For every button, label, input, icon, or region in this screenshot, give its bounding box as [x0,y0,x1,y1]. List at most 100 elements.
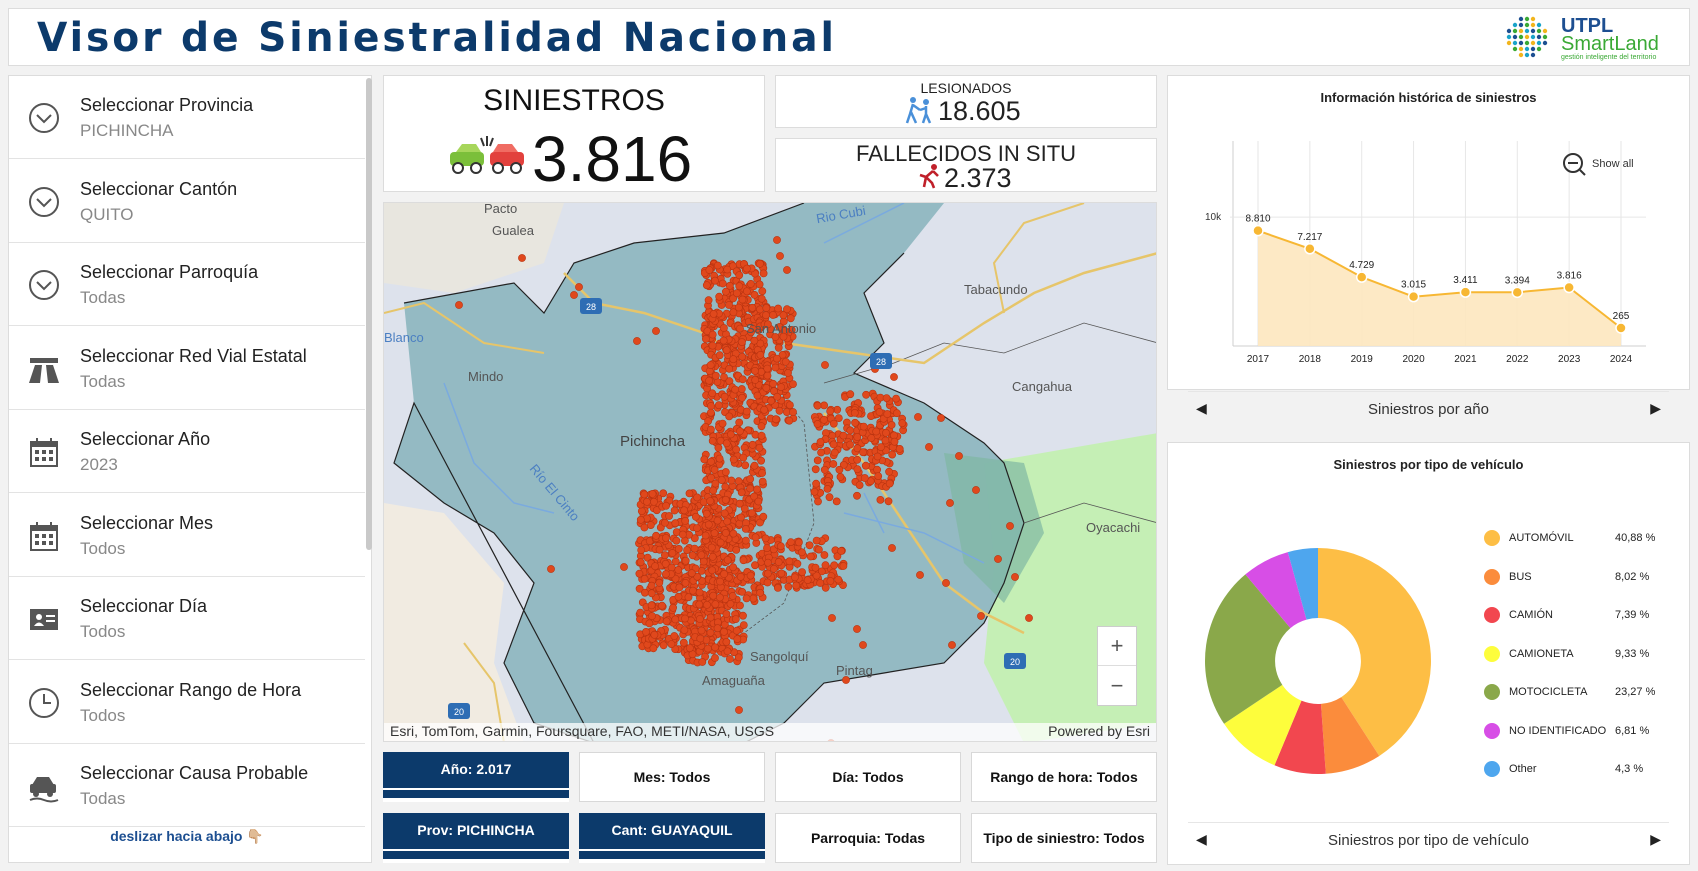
x-tick-2024: 2024 [1610,354,1633,365]
legend-percent: 8,02 % [1615,570,1650,583]
filter-causa-probable[interactable]: Seleccionar Causa Probable Todas [9,744,365,827]
legend-percent: 6,81 % [1615,724,1650,737]
data-label-2018: 7.217 [1297,232,1322,243]
slice-automóvil[interactable] [1318,548,1431,756]
slice-no-identificado[interactable] [1245,552,1307,629]
show-all-button[interactable]: Show all [1563,153,1634,176]
slice-motocicleta[interactable] [1205,574,1291,724]
data-point-2021[interactable] [1459,286,1472,298]
map-label-pintag: Pintag [836,663,873,678]
map-canvas[interactable]: 28 28 20 20 [384,203,1157,742]
chip-province: Prov: PICHINCHA [383,813,569,863]
data-point-2023[interactable] [1563,281,1575,294]
zoom-in-button[interactable]: + [1098,627,1136,666]
highway-icon [27,352,61,386]
legend-item-other[interactable]: Other 4,3 % [1484,759,1684,779]
filter-value: Todos [80,705,126,725]
vehicle-chart-card: Siniestros por tipo de vehículo AUTOMÓVI… [1167,442,1690,865]
filter-sidebar: Seleccionar Provincia PICHINCHA Selecciona… [8,75,372,863]
chip-hour-range: Rango de hora: Todos [971,752,1157,802]
sidebar-scrollbar[interactable] [366,78,372,550]
legend-name: Other [1509,763,1537,775]
data-point-2020[interactable] [1407,290,1420,303]
kpi-siniestros-value: 3.816 [532,123,693,195]
route-shield-20-east: 20 [1004,653,1026,669]
map-label-san-antonio: San Antonio [746,321,817,336]
svg-text:28: 28 [586,302,596,312]
kpi-fallecidos-value: 2.373 [944,163,1012,193]
x-tick-2023: 2023 [1558,354,1581,365]
legend-swatch [1484,530,1500,546]
slice-bus[interactable] [1320,697,1380,774]
history-prev-button[interactable]: ◀ [1196,400,1207,416]
utpl-smartland-logo: UTPL SmartLand gestión inteligente del t… [1499,13,1679,63]
chevron-circle-icon [27,185,61,219]
data-point-2022[interactable] [1511,286,1524,299]
filter-año[interactable]: Seleccionar Año 2023 [9,410,365,493]
filter-label: Seleccionar Año [80,429,211,449]
attribution-sources[interactable]: Esri, TomTom, Garmin, Foursquare, FAO, M… [390,723,775,739]
legend-name: BUS [1509,570,1532,583]
filter-value: QUITO [80,204,134,224]
legend-item-camioneta[interactable]: CAMIONETA 9,33 % [1484,644,1684,664]
show-all-label: Show all [1592,158,1634,170]
history-chart-footer-label: Siniestros por año [1368,401,1489,418]
legend-item-camión[interactable]: CAMIÓN 7,39 % [1484,605,1684,625]
map-label-blanco: Blanco [384,330,424,345]
vehicle-prev-button[interactable]: ◀ [1196,831,1207,847]
route-shield-28-east: 28 [870,353,892,369]
y-tick-label: 10k [1205,212,1222,223]
powered-by-esri[interactable]: Powered by Esri [1048,723,1150,739]
map-label-cangahua: Cangahua [1012,379,1072,394]
legend-item-motocicleta[interactable]: MOTOCICLETA 23,27 % [1484,682,1684,702]
chip-parish: Parroquia: Todas [775,813,961,863]
data-point-2019[interactable] [1355,271,1368,283]
header-bar: Visor de Siniestralidad Nacional UTPL Sm… [8,8,1690,66]
data-point-2024[interactable] [1615,322,1627,334]
map-label-sangolqui: Sangolquí [750,649,809,664]
legend-item-automóvil[interactable]: AUTOMÓVIL 40,88 % [1484,528,1684,548]
history-next-button[interactable]: ▶ [1650,400,1661,416]
svg-text:28: 28 [876,357,886,367]
slice-camioneta[interactable] [1224,684,1302,766]
data-label-2022: 3.394 [1505,275,1530,286]
filter-label: Seleccionar Causa Probable [80,763,309,783]
legend-item-bus[interactable]: BUS 8,02 % [1484,567,1684,587]
logo-tagline: gestión inteligente del territorio [1561,54,1657,61]
legend-name: CAMIONETA [1509,647,1574,660]
zoom-out-button[interactable]: − [1110,673,1124,698]
filter-parroquía[interactable]: Seleccionar Parroquía Todas [9,243,365,326]
legend-percent: 4,3 % [1615,763,1644,775]
slice-other[interactable] [1287,548,1318,620]
data-point-2018[interactable] [1304,243,1316,255]
fatality-icon [919,164,939,189]
x-tick-2022: 2022 [1506,354,1529,365]
vehicle-next-button[interactable]: ▶ [1650,831,1661,847]
data-point-2017[interactable] [1252,224,1264,237]
legend-percent: 9,33 % [1615,647,1650,660]
slice-camión[interactable] [1274,700,1326,774]
history-chart[interactable]: 8.810 7.217 4.729 3.015 3.411 3.394 3.816 265 2… [1168,76,1691,391]
filter-mes[interactable]: Seleccionar Mes Todos [9,494,365,577]
filter-red-vial-estatal[interactable]: Seleccionar Red Vial Estatal Todas [9,327,365,410]
filter-cantón[interactable]: Seleccionar Cantón QUITO [9,160,365,243]
map-label-gualea: Gualea [492,223,534,238]
legend-percent: 40,88 % [1615,532,1656,544]
filter-provincia[interactable]: Seleccionar Provincia PICHINCHA [9,76,365,159]
legend-name: NO IDENTIFICADO [1509,724,1607,737]
filter-value: Todos [80,538,126,558]
scroll-hint: deslizar hacia abajo 👇🏼 [110,828,264,844]
data-label-2017: 8.810 [1245,214,1270,225]
filter-value: Todas [80,789,126,808]
legend-item-no-identificado[interactable]: NO IDENTIFICADO 6,81 % [1484,721,1684,741]
map-zoom-control: + − [1097,626,1137,706]
incident-map[interactable]: 28 28 20 20 Pacto Gualea Rio Cubi Tabacu… [383,202,1157,742]
chip-year: Año: 2.017 [383,752,569,802]
filter-label: Seleccionar Red Vial Estatal [80,345,307,366]
map-label-amaguana: Amaguaña [702,673,765,688]
kpi-lesionados-card: LESIONADOS 18.605 [775,75,1157,128]
filter-rango-de-hora[interactable]: Seleccionar Rango de Hora Todos [9,661,365,744]
filter-día[interactable]: Seleccionar Día Todos [9,577,365,660]
car-crash-icon [450,136,524,174]
vehicle-donut-chart[interactable] [1168,443,1691,823]
